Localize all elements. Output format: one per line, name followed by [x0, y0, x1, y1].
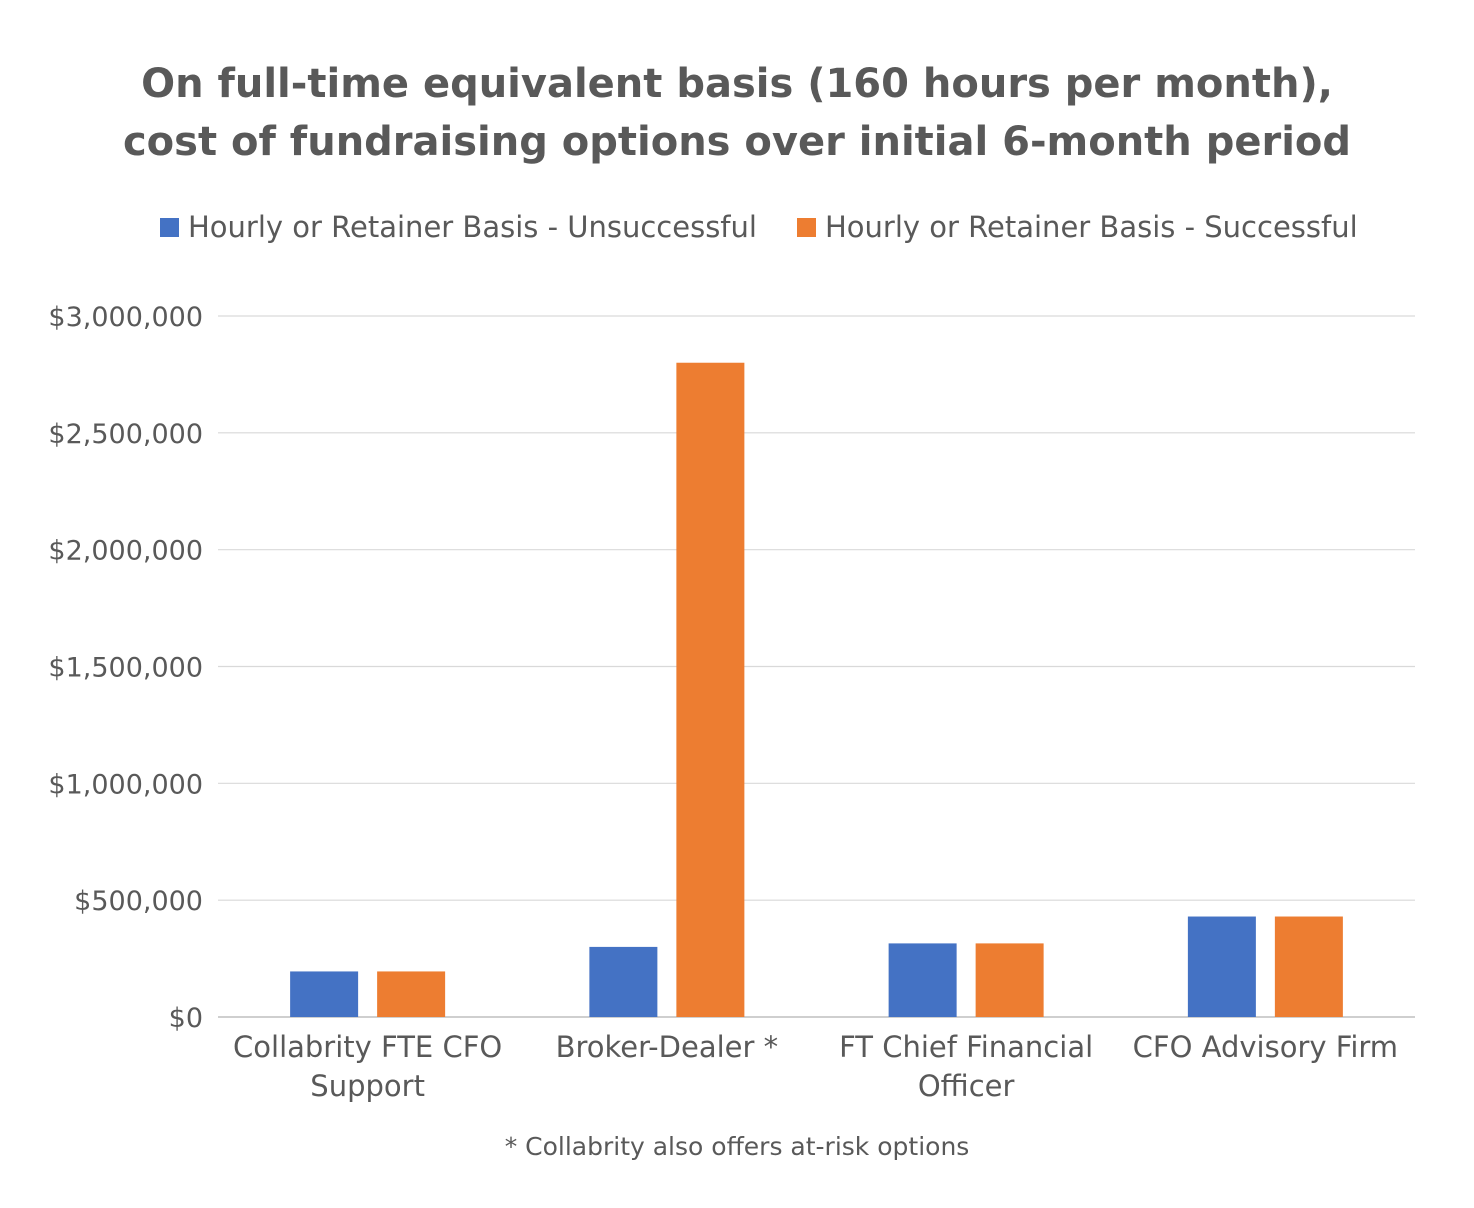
y-tick-label: $3,000,000 — [48, 302, 203, 333]
y-tick-label: $2,500,000 — [48, 419, 203, 450]
y-tick-label: $2,000,000 — [48, 536, 203, 567]
bar-successful — [1274, 916, 1343, 1017]
chart-legend: Hourly or Retainer Basis - Unsuccessful … — [0, 210, 1474, 250]
footnote: * Collabrity also offers at-risk options — [504, 1132, 970, 1161]
legend-swatch-successful — [797, 217, 816, 237]
bar-unsuccessful — [888, 943, 957, 1017]
y-tick-label: $1,000,000 — [48, 769, 203, 800]
y-tick-label: $0 — [169, 1003, 203, 1034]
y-tick-label: $1,500,000 — [48, 653, 203, 684]
x-tick-label: FT Chief Financial Officer — [839, 1030, 1093, 1103]
bar-successful — [975, 943, 1044, 1017]
x-tick-label: CFO Advisory Firm — [1133, 1030, 1398, 1064]
bar-unsuccessful — [1187, 916, 1256, 1017]
bar-successful — [377, 971, 446, 1017]
x-tick-label: Broker-Dealer * — [556, 1030, 779, 1064]
chart-title-line-1: On full-time equivalent basis (160 hours… — [141, 61, 1333, 107]
legend-item-unsuccessful[interactable]: Hourly or Retainer Basis - Unsuccessful — [160, 210, 757, 244]
legend-swatch-unsuccessful — [160, 217, 179, 237]
bar-unsuccessful — [589, 946, 658, 1017]
chart-title-line-2: cost of fundraising options over initial… — [122, 119, 1352, 165]
x-tick-label: Collabrity FTE CFO Support — [233, 1030, 502, 1103]
chart-title: On full-time equivalent basis (160 hours… — [0, 55, 1474, 171]
legend-item-successful[interactable]: Hourly or Retainer Basis - Successful — [797, 210, 1358, 244]
legend-label-successful: Hourly or Retainer Basis - Successful — [825, 210, 1358, 244]
bar-successful — [676, 362, 745, 1017]
bar-unsuccessful — [290, 971, 359, 1017]
legend-label-unsuccessful: Hourly or Retainer Basis - Unsuccessful — [188, 210, 757, 244]
y-tick-label: $500,000 — [74, 886, 203, 917]
